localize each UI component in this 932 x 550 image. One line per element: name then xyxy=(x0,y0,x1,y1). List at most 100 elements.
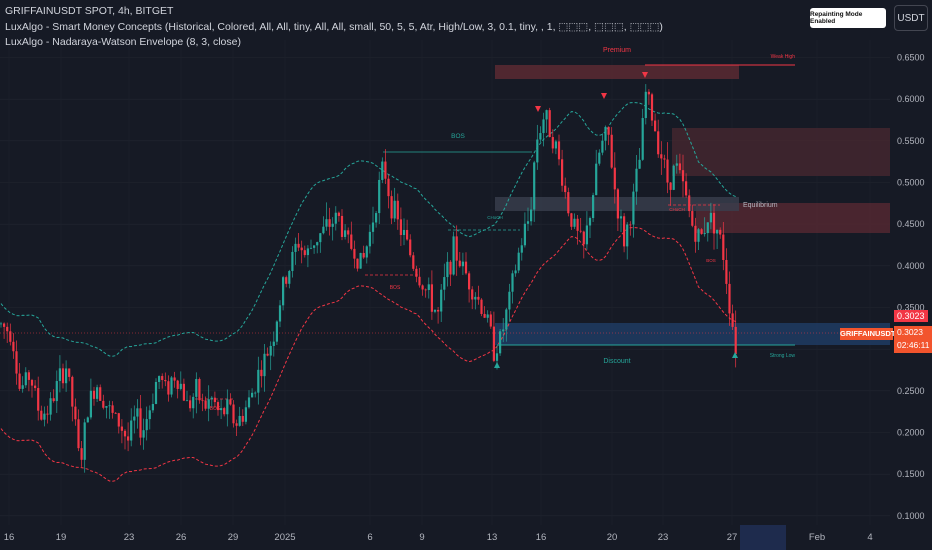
symbol-line[interactable]: GRIFFAINUSDT SPOT, 4h, BITGET xyxy=(5,5,174,17)
candle-body xyxy=(40,410,43,420)
x-tick-label: 27 xyxy=(727,532,738,543)
bos-label-low: BOS xyxy=(210,406,221,412)
candle-body xyxy=(551,137,554,149)
down-arrow-marker-3 xyxy=(642,72,648,78)
close-price: 0.3023 xyxy=(897,327,923,337)
x-tick-label: 26 xyxy=(176,532,187,543)
candle-body xyxy=(657,131,660,155)
indicator-envelope[interactable]: LuxAlgo - Nadaraya-Watson Envelope (8, 3… xyxy=(5,36,241,48)
candle-body xyxy=(694,225,697,242)
currency-button[interactable]: USDT xyxy=(894,5,928,31)
indicator-smc[interactable]: LuxAlgo - Smart Money Concepts (Historic… xyxy=(5,20,663,33)
candle-body xyxy=(406,229,409,240)
candle-body xyxy=(34,385,37,389)
candle-body xyxy=(182,383,185,401)
time-scale-highlight xyxy=(740,525,786,550)
candle-body xyxy=(415,268,418,277)
candle-body xyxy=(282,277,285,306)
candle-body xyxy=(337,212,340,216)
down-arrow-marker xyxy=(535,106,541,112)
candle-body xyxy=(669,182,672,190)
y-tick-label: 0.2500 xyxy=(897,386,925,396)
candle-body xyxy=(384,161,387,179)
bos-label-top: BOS xyxy=(451,133,465,140)
candle-body xyxy=(458,260,461,267)
candle-body xyxy=(427,284,430,290)
candle-body xyxy=(340,215,344,237)
candle-body xyxy=(251,392,254,398)
candle-body xyxy=(300,247,303,251)
x-tick-label: 2025 xyxy=(274,532,295,543)
candle-body xyxy=(635,168,638,192)
candle-body xyxy=(663,158,666,160)
candle-body xyxy=(133,416,136,421)
candle-body xyxy=(725,260,728,284)
candle-body xyxy=(688,195,691,212)
candle-body xyxy=(49,398,52,415)
equilibrium-label: Equilibrium xyxy=(743,202,778,209)
choch-label-2: CHoCH xyxy=(669,207,685,212)
candle-body xyxy=(545,110,548,120)
candle-body xyxy=(520,245,523,253)
candle-body xyxy=(130,420,133,441)
candle-body xyxy=(471,289,474,300)
candle-body xyxy=(61,368,65,384)
choch-label: CHoCH xyxy=(487,215,503,220)
candle-body xyxy=(260,369,263,377)
candle-body xyxy=(477,296,480,300)
candle-body xyxy=(613,167,616,190)
countdown: 02:46:11 xyxy=(897,340,930,350)
candle-body xyxy=(142,430,145,438)
x-tick-label: 23 xyxy=(658,532,669,543)
candle-body xyxy=(588,218,592,226)
candle-body xyxy=(371,222,375,232)
candle-body xyxy=(92,390,96,399)
strong-low-label: Strong Low xyxy=(770,353,796,359)
candle-body xyxy=(154,381,158,404)
current-price-tag: 0.3023 xyxy=(894,310,928,322)
candle-body xyxy=(585,225,588,245)
candle-body xyxy=(495,353,499,361)
chart-grid xyxy=(0,40,890,525)
candle-body xyxy=(322,226,325,234)
candle-body xyxy=(173,377,176,381)
candle-body xyxy=(43,413,46,420)
candle-body xyxy=(55,381,58,402)
candle-body xyxy=(151,403,154,411)
symbol-tag: GRIFFAINUSDT xyxy=(840,328,896,340)
candle-body xyxy=(619,216,623,219)
candle-body xyxy=(675,163,678,166)
candle-body xyxy=(365,246,368,258)
candle-body xyxy=(291,251,294,272)
candle-body xyxy=(213,397,216,403)
candle-body xyxy=(272,341,275,346)
candle-body xyxy=(120,426,123,431)
candle-body xyxy=(647,91,650,95)
price-scale-bg xyxy=(890,40,932,525)
candle-body xyxy=(660,154,663,159)
symbol-price-tag: GRIFFAINUSDT 0.3023 02:46:11 xyxy=(840,326,932,353)
candle-body xyxy=(185,400,189,402)
candle-body xyxy=(111,405,114,413)
candle-body xyxy=(350,234,353,249)
candle-body xyxy=(616,189,619,219)
candle-body xyxy=(387,178,390,197)
candle-body xyxy=(573,218,576,227)
candle-body xyxy=(226,399,229,415)
candle-body xyxy=(409,239,412,256)
candle-body xyxy=(71,376,74,407)
x-tick-label: 23 xyxy=(124,532,135,543)
candle-body xyxy=(681,170,685,182)
candle-body xyxy=(539,133,542,140)
candle-body xyxy=(127,436,130,441)
candle-body xyxy=(486,314,489,318)
candle-body xyxy=(3,323,6,327)
candle-body xyxy=(523,223,526,246)
candle-body xyxy=(220,408,223,411)
candle-body xyxy=(561,159,564,186)
x-tick-label: 29 xyxy=(228,532,239,543)
candle-body xyxy=(145,419,148,431)
candle-body xyxy=(80,448,83,460)
x-tick-label: 9 xyxy=(419,532,424,543)
